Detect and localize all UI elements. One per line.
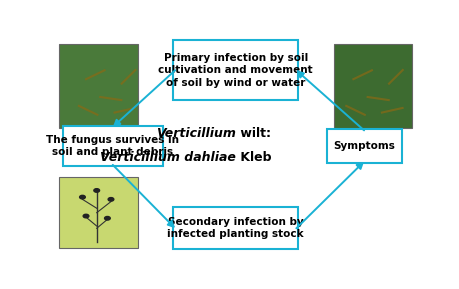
FancyBboxPatch shape: [59, 177, 137, 248]
FancyBboxPatch shape: [173, 40, 297, 100]
FancyBboxPatch shape: [63, 126, 162, 166]
Circle shape: [83, 214, 89, 218]
FancyBboxPatch shape: [333, 44, 411, 128]
Text: wilt:: wilt:: [235, 127, 270, 140]
FancyBboxPatch shape: [173, 207, 297, 249]
Circle shape: [79, 195, 85, 199]
Circle shape: [104, 216, 110, 220]
Text: Secondary infection by
infected planting stock: Secondary infection by infected planting…: [167, 217, 303, 240]
Text: Verticillium: Verticillium: [156, 127, 235, 140]
Text: Kleb: Kleb: [235, 151, 271, 164]
Text: Primary infection by soil
cultivation and movement
of soil by wind or water: Primary infection by soil cultivation an…: [158, 53, 313, 88]
Circle shape: [94, 189, 99, 192]
FancyBboxPatch shape: [59, 44, 137, 128]
Text: Verticillium dahliae: Verticillium dahliae: [100, 151, 235, 164]
FancyBboxPatch shape: [326, 129, 401, 163]
Text: The fungus survives in
soil and plant debris: The fungus survives in soil and plant de…: [46, 135, 179, 157]
Circle shape: [108, 198, 113, 201]
Text: Symptoms: Symptoms: [332, 141, 394, 151]
